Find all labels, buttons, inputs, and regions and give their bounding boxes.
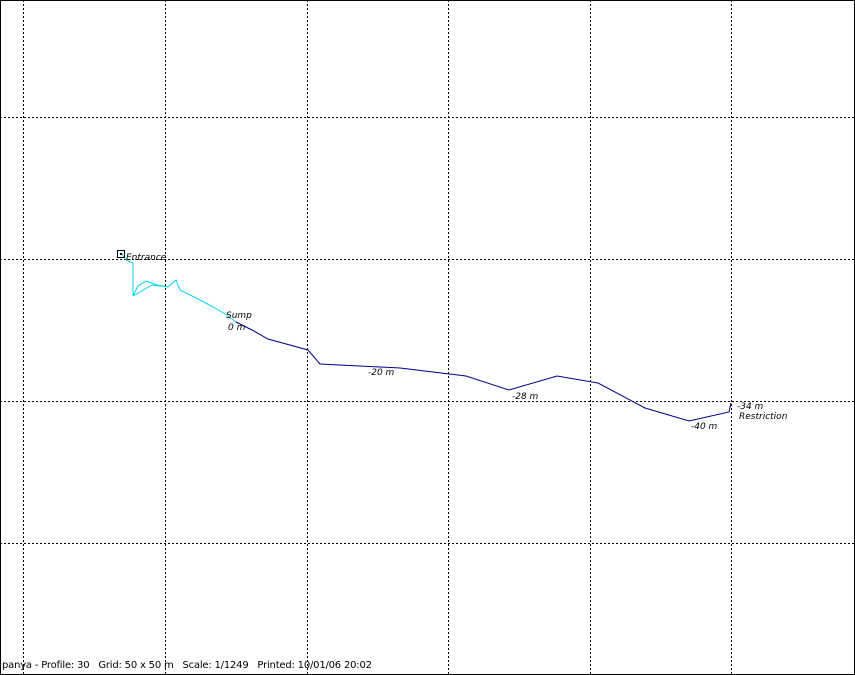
restriction-label: Restriction: [739, 412, 788, 422]
dry-passage: [120, 252, 237, 323]
depth-label-minus-40: -40 m: [691, 422, 718, 432]
depth-label-minus-34: -34 m: [737, 402, 764, 412]
sump-depth-label: 0 m: [228, 323, 246, 333]
depth-label-minus-20: -20 m: [368, 368, 395, 378]
dry-passage-side-branch: [132, 284, 169, 297]
entrance-station-box: [117, 250, 125, 258]
sump-passage-centerline: [235, 321, 732, 422]
entrance-station-dot: [120, 253, 122, 255]
print-info-footer: panya - Profile: 30 Grid: 50 x 50 m Scal…: [2, 660, 372, 671]
entrance-label: Entrance: [126, 253, 167, 263]
entrance-marker: [117, 250, 125, 258]
depth-label-minus-28: -28 m: [512, 392, 539, 402]
sump-label: Sump: [226, 311, 252, 321]
